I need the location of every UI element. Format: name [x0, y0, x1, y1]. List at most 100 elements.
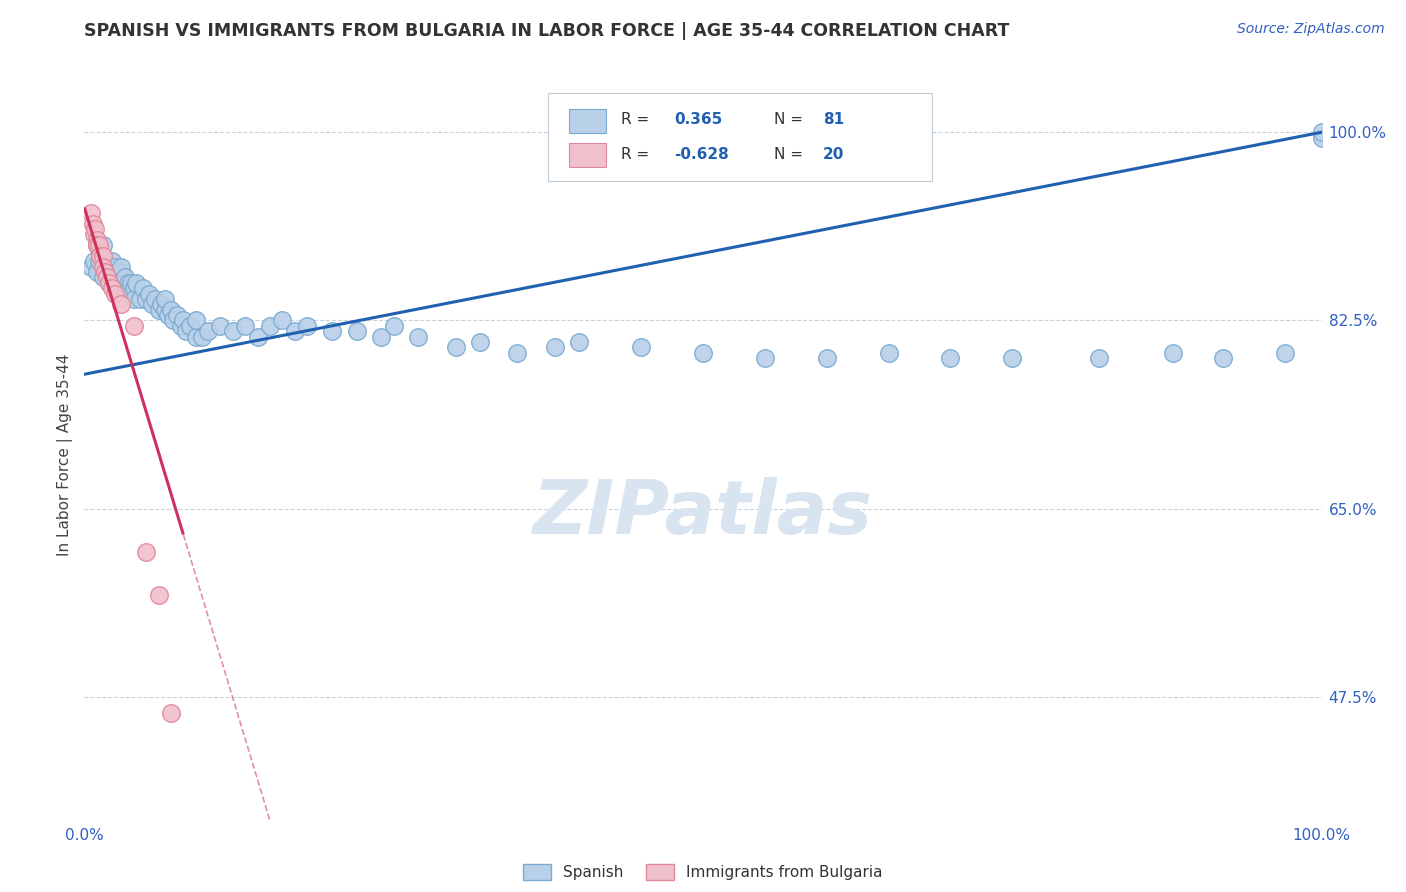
Point [125, 276, 148, 290]
Point [100, 254, 122, 268]
Point [568, 334, 591, 349]
Point [138, 286, 160, 301]
Point [135, 292, 157, 306]
Point [108, 281, 131, 295]
Point [143, 292, 166, 306]
Point [233, 318, 256, 333]
Point [148, 588, 170, 602]
Point [89, 249, 111, 263]
Point [110, 265, 132, 279]
FancyBboxPatch shape [569, 109, 606, 133]
Point [1212, 351, 1234, 365]
Text: N =: N = [773, 147, 803, 162]
Point [160, 302, 183, 317]
Point [630, 340, 652, 354]
Point [118, 281, 141, 295]
Point [79, 260, 101, 274]
Point [148, 302, 170, 317]
Text: ZIPatlas: ZIPatlas [533, 477, 873, 550]
Text: -0.628: -0.628 [675, 147, 730, 162]
Point [86, 233, 108, 247]
Point [94, 260, 117, 274]
Point [122, 281, 145, 295]
Point [114, 270, 136, 285]
Point [117, 276, 139, 290]
Legend: Spanish, Immigrants from Bulgaria: Spanish, Immigrants from Bulgaria [517, 858, 889, 886]
Point [543, 340, 565, 354]
Point [86, 265, 108, 279]
Point [1274, 345, 1296, 359]
Y-axis label: In Labor Force | Age 35-44: In Labor Force | Age 35-44 [58, 354, 73, 556]
Point [98, 276, 121, 290]
Point [209, 318, 232, 333]
Point [1161, 345, 1184, 359]
Text: 81: 81 [823, 112, 844, 127]
Point [815, 351, 838, 365]
Point [321, 324, 343, 338]
Point [191, 329, 214, 343]
Point [89, 249, 111, 263]
Point [82, 217, 104, 231]
Point [222, 324, 245, 338]
Point [120, 276, 142, 290]
Point [370, 329, 392, 343]
Point [91, 249, 114, 263]
Text: 20: 20 [823, 147, 845, 162]
Point [506, 345, 529, 359]
Point [101, 270, 124, 285]
Point [110, 297, 132, 311]
Point [692, 345, 714, 359]
Text: Source: ZipAtlas.com: Source: ZipAtlas.com [1237, 22, 1385, 37]
Point [104, 286, 127, 301]
Point [131, 281, 153, 295]
Point [89, 254, 111, 268]
Point [754, 351, 776, 365]
Point [153, 292, 176, 306]
Point [122, 318, 145, 333]
Point [408, 329, 430, 343]
Point [1310, 125, 1333, 139]
FancyBboxPatch shape [548, 93, 932, 180]
Point [172, 313, 194, 327]
Point [246, 329, 269, 343]
Text: SPANISH VS IMMIGRANTS FROM BULGARIA IN LABOR FORCE | AGE 35-44 CORRELATION CHART: SPANISH VS IMMIGRANTS FROM BULGARIA IN L… [84, 22, 1010, 40]
Point [83, 227, 105, 242]
Point [110, 260, 132, 274]
Point [184, 329, 207, 343]
Point [107, 265, 129, 279]
Point [83, 254, 105, 268]
FancyBboxPatch shape [569, 144, 606, 168]
Point [166, 308, 188, 322]
Point [259, 318, 281, 333]
Text: R =: R = [621, 112, 650, 127]
Point [112, 281, 135, 295]
Point [470, 334, 492, 349]
Point [174, 324, 197, 338]
Point [96, 265, 118, 279]
Point [86, 238, 108, 252]
Point [184, 313, 207, 327]
Point [100, 281, 122, 295]
Point [91, 260, 114, 274]
Point [162, 313, 184, 327]
Point [170, 318, 193, 333]
Point [96, 270, 118, 285]
Point [877, 345, 900, 359]
Point [98, 276, 121, 290]
Point [939, 351, 962, 365]
Text: R =: R = [621, 147, 650, 162]
Point [86, 238, 108, 252]
Point [141, 297, 163, 311]
Point [150, 297, 173, 311]
Text: 0.365: 0.365 [675, 112, 723, 127]
Point [98, 260, 121, 274]
Text: N =: N = [773, 112, 803, 127]
Point [89, 238, 111, 252]
Point [197, 324, 219, 338]
Point [91, 238, 114, 252]
Point [160, 706, 183, 720]
Point [346, 324, 368, 338]
Point [104, 260, 127, 274]
Point [1088, 351, 1111, 365]
Point [1310, 130, 1333, 145]
